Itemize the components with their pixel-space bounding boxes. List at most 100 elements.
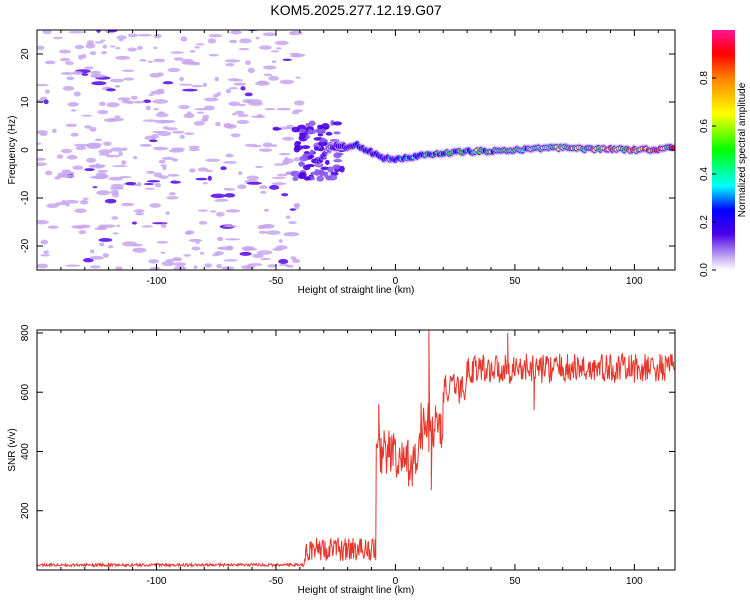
noise-blob	[233, 82, 247, 86]
noise-blob	[171, 158, 179, 162]
ridge-core	[670, 146, 675, 150]
noise-blob	[238, 171, 243, 176]
noise-blob	[130, 95, 138, 100]
noise-blob	[239, 38, 252, 44]
noise-blob	[173, 262, 187, 267]
noise-blob	[223, 259, 239, 262]
noise-blob	[160, 223, 167, 229]
noise-blob	[125, 181, 137, 186]
noise-blob	[222, 160, 238, 164]
colorbar-gradient	[712, 30, 735, 270]
noise-blob	[147, 60, 153, 63]
noise-blob	[89, 51, 97, 56]
noise-blob	[254, 81, 270, 86]
noise-blob	[127, 33, 138, 38]
noise-blob	[244, 92, 253, 97]
noise-blob	[72, 71, 83, 75]
noise-blob	[112, 165, 128, 168]
noise-blob	[156, 72, 164, 77]
noise-blob	[74, 208, 87, 214]
noise-blob	[224, 59, 241, 63]
noise-blob	[173, 57, 184, 61]
noise-blob	[110, 147, 124, 152]
y-tick-label: 0	[20, 147, 31, 153]
noise-blob	[195, 43, 205, 46]
noise-blob	[58, 49, 71, 54]
noise-blob	[196, 111, 205, 114]
noise-blob	[183, 254, 192, 257]
cluster-blob	[298, 161, 306, 167]
noise-blob	[207, 38, 217, 44]
noise-blob	[291, 110, 300, 115]
noise-blob	[274, 40, 289, 46]
noise-blob	[179, 83, 193, 86]
x-tick-label: 50	[509, 576, 521, 587]
noise-blob	[241, 246, 252, 252]
snr-axes: -100 -50 0 50 100 200 400 600 800	[20, 324, 675, 587]
noise-blob	[98, 149, 113, 154]
noise-blob	[216, 91, 221, 97]
cluster-blob	[291, 126, 300, 133]
cluster-blob	[297, 141, 302, 145]
noise-blob	[205, 158, 221, 162]
noise-blob	[224, 193, 236, 198]
noise-blob	[68, 30, 85, 34]
noise-blob	[282, 58, 292, 61]
snr-frame	[36, 329, 676, 571]
noise-blob	[216, 263, 222, 269]
noise-blob	[92, 186, 98, 189]
noise-blob	[153, 146, 169, 151]
noise-blob	[264, 107, 276, 111]
cluster-blob	[339, 165, 345, 173]
noise-blob	[45, 170, 53, 176]
noise-blob	[229, 39, 238, 44]
noise-blob	[135, 212, 145, 216]
noise-blob	[44, 60, 56, 65]
noise-blob	[97, 109, 109, 115]
noise-blob	[86, 157, 97, 163]
noise-blob	[148, 93, 154, 97]
noise-blob	[189, 49, 196, 53]
noise-blob	[132, 100, 146, 104]
noise-blob	[64, 264, 81, 267]
cluster-blob	[314, 169, 320, 176]
noise-blob	[263, 73, 273, 77]
noise-blob	[294, 204, 299, 210]
noise-blob	[276, 107, 292, 111]
y-tick-label: 200	[20, 502, 31, 519]
noise-blob	[215, 121, 221, 127]
cluster-blob	[308, 154, 315, 159]
noise-blob	[292, 258, 301, 264]
cluster-blob	[299, 155, 309, 162]
noise-blob	[153, 46, 158, 50]
noise-blob	[118, 151, 123, 157]
noise-blob	[66, 154, 78, 160]
y-tick-label: 400	[20, 443, 31, 460]
cluster-blob	[305, 125, 314, 132]
noise-blob	[288, 221, 297, 225]
cluster-blob	[324, 159, 330, 165]
noise-blob	[268, 75, 279, 81]
noise-blob	[214, 76, 219, 82]
noise-blob	[114, 115, 121, 119]
noise-blob	[79, 200, 89, 205]
noise-blob	[81, 114, 93, 117]
noise-blob	[89, 265, 101, 269]
noise-blob	[267, 264, 277, 268]
noise-blob	[131, 243, 143, 247]
noise-blob	[64, 199, 79, 204]
noise-blob	[225, 209, 241, 213]
noise-blob	[100, 39, 106, 42]
y-tick-label: 20	[20, 48, 31, 60]
noise-blob	[161, 260, 175, 267]
colorbar-tick-label: 0.8	[699, 71, 710, 85]
noise-blob	[210, 193, 226, 199]
noise-blob	[232, 112, 237, 116]
x-tick-label: -100	[146, 276, 166, 287]
noise-blob	[131, 221, 137, 225]
cluster-blob	[290, 170, 301, 177]
noise-blob	[289, 208, 297, 211]
noise-blob	[91, 81, 107, 86]
noise-blob	[247, 67, 255, 73]
noise-blob	[268, 185, 280, 190]
